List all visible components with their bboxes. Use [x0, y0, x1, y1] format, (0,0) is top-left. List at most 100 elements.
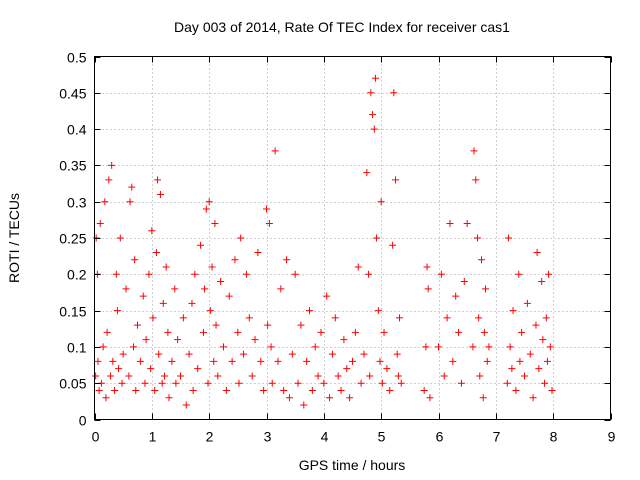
data-point [476, 372, 484, 380]
data-point [210, 357, 218, 365]
data-point [443, 314, 451, 322]
data-point [119, 350, 127, 358]
data-point [132, 386, 140, 394]
x-axis-label: GPS time / hours [299, 457, 406, 473]
y-tick-label: 0.1 [67, 340, 87, 356]
data-point [234, 328, 242, 336]
data-point [377, 198, 385, 206]
data-point [516, 357, 524, 365]
data-point [228, 357, 236, 365]
data-point [508, 365, 516, 373]
data-point [268, 379, 276, 387]
data-point [271, 147, 279, 155]
data-point [480, 328, 488, 336]
data-point [374, 307, 382, 315]
data-point [162, 263, 170, 271]
data-point [264, 321, 272, 329]
data-point [285, 394, 293, 402]
data-point [257, 357, 265, 365]
data-point [337, 386, 345, 394]
data-point [116, 234, 124, 242]
data-point [515, 270, 523, 278]
data-point [95, 386, 103, 394]
data-point [280, 386, 288, 394]
data-point [189, 386, 197, 394]
data-point [533, 249, 541, 257]
data-point [521, 372, 528, 380]
x-tick-label: 1 [149, 429, 157, 445]
data-point [482, 285, 490, 293]
data-point [394, 372, 402, 380]
data-point [149, 314, 157, 322]
data-point [446, 219, 454, 227]
data-point [222, 386, 230, 394]
data-point [254, 249, 262, 257]
data-point [371, 74, 379, 82]
data-point [177, 372, 184, 380]
data-point [115, 365, 123, 373]
data-point [346, 394, 354, 402]
data-point [248, 372, 256, 380]
data-point [386, 386, 394, 394]
data-point [314, 372, 322, 380]
data-point [108, 161, 116, 169]
y-tick-label: 0.35 [59, 158, 86, 174]
x-tick-label: 5 [378, 429, 386, 445]
data-point [424, 285, 432, 293]
data-point [378, 379, 386, 387]
data-point [103, 328, 111, 336]
grid [94, 56, 611, 420]
data-point [383, 365, 391, 373]
data-point [509, 307, 517, 315]
data-point [323, 292, 331, 300]
x-tick-label: 0 [92, 429, 100, 445]
data-point [202, 205, 210, 213]
data-point [113, 307, 121, 315]
data-point [535, 365, 543, 373]
data-point [370, 125, 378, 133]
x-tick-label: 7 [493, 429, 501, 445]
data-point [523, 299, 531, 307]
data-point [134, 321, 141, 329]
data-point [174, 336, 182, 344]
data-point [165, 394, 173, 402]
data-point [172, 379, 180, 387]
data-point [423, 263, 431, 271]
data-point [532, 321, 540, 329]
data-point [326, 394, 334, 402]
y-tick-label: 0.3 [67, 195, 87, 211]
data-point [291, 270, 299, 278]
axis-ticks: 0 1 2 3 4 5 6 7 8 9 0 0.05 0.1 0.15 0.2 0.25 0.3 0.35 0.4 0… [59, 50, 615, 445]
data-point [152, 249, 160, 257]
data-point [389, 241, 397, 249]
data-point [179, 314, 187, 322]
data-point [367, 89, 375, 97]
data-point [188, 299, 196, 307]
data-point [206, 307, 214, 315]
data-point [546, 343, 554, 351]
data-point [199, 328, 207, 336]
data-point [311, 343, 319, 351]
y-tick-label: 0.25 [59, 231, 86, 247]
data-point [235, 379, 243, 387]
data-point [145, 270, 153, 278]
data-point [455, 328, 463, 336]
data-point [92, 372, 100, 380]
x-tick-label: 3 [264, 429, 272, 445]
data-point [420, 386, 428, 394]
data-point [354, 263, 362, 271]
data-point [366, 372, 374, 380]
data-point [426, 394, 434, 402]
data-point [373, 234, 381, 242]
data-point [102, 394, 110, 402]
data-points [92, 74, 556, 409]
data-point [217, 278, 225, 286]
data-point [475, 314, 483, 322]
data-point [548, 386, 556, 394]
y-tick-label: 0.4 [67, 122, 87, 138]
data-point [543, 357, 551, 365]
data-point [208, 263, 216, 271]
data-point [155, 350, 163, 358]
data-point [122, 285, 130, 293]
data-point [242, 270, 250, 278]
